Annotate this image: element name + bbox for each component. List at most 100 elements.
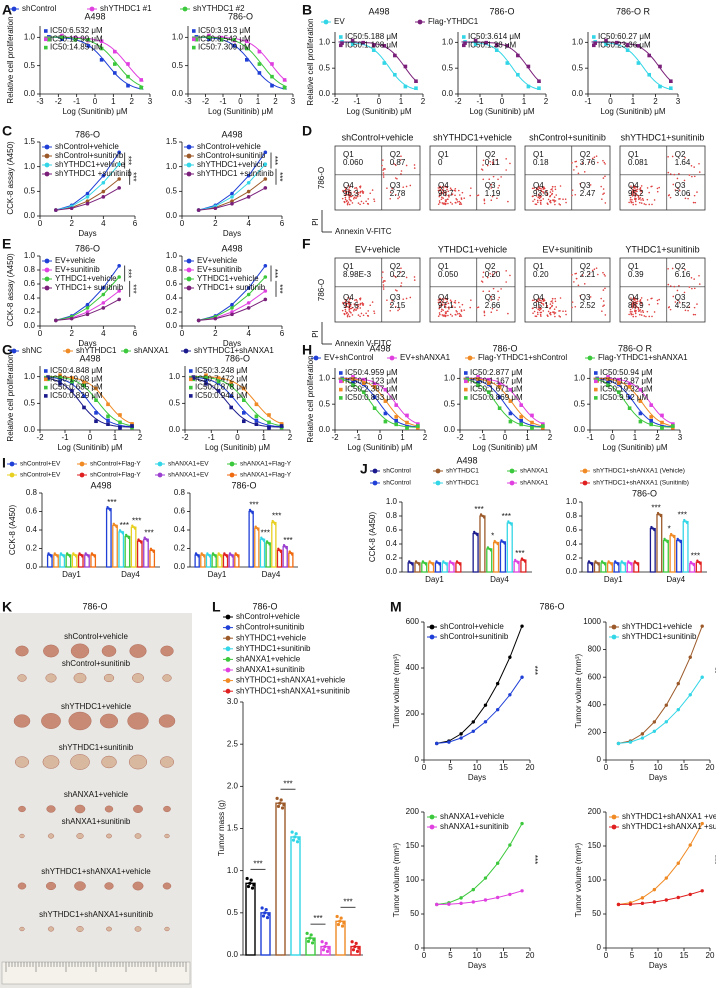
event-dot (439, 301, 441, 303)
plot-title: 786-O (632, 488, 657, 498)
significance: *** (474, 505, 483, 514)
event-dot (604, 314, 607, 316)
event-dot (384, 168, 386, 170)
replicate-dot (500, 539, 503, 542)
legend-marker (225, 635, 231, 641)
ic50-note: IC50:3.248 μM (195, 366, 248, 375)
event-dot (382, 281, 384, 283)
data-point (508, 419, 513, 424)
legend-label: EV+shANXA1 (400, 353, 451, 362)
legend-marker (186, 267, 192, 273)
replicate-dot (340, 924, 345, 928)
data-point (508, 655, 512, 659)
event-dot (438, 307, 441, 310)
event-dot (634, 305, 636, 307)
event-dot (446, 300, 448, 303)
event-dot (648, 303, 650, 306)
event-dot (593, 268, 596, 270)
data-point (371, 48, 376, 52)
y-tick-label: 0.5 (166, 186, 178, 195)
tumor (70, 643, 90, 659)
panel-letter: C (2, 123, 12, 139)
event-dot (439, 186, 442, 188)
replicate-dot (231, 555, 234, 558)
replicate-dot (206, 552, 209, 555)
replicate-dot (699, 562, 702, 565)
data-point (86, 44, 91, 48)
data-point (372, 395, 377, 400)
quadrant-name: Q4 (343, 181, 354, 190)
event-dot (344, 196, 347, 199)
event-dot (630, 191, 633, 194)
tumor (13, 714, 31, 728)
plot-frame (429, 257, 516, 323)
event-dot (492, 175, 495, 178)
event-dot (347, 184, 349, 187)
event-dot (551, 304, 554, 307)
event-dot (674, 301, 677, 303)
data-point (652, 900, 657, 904)
data-point (191, 376, 196, 380)
replicate-dot (285, 546, 288, 550)
x-tick-label: 20 (706, 951, 715, 960)
event-dot (445, 199, 448, 201)
tumor (74, 881, 86, 891)
ic50-note: IC50:3.614 μM (468, 32, 521, 41)
replicate-dot (517, 561, 520, 565)
data-point (671, 424, 675, 428)
event-dot (648, 191, 650, 194)
event-dot (534, 203, 537, 205)
event-dot (549, 306, 552, 309)
data-point (139, 78, 143, 82)
replicate-dot (81, 555, 84, 558)
event-dot (348, 302, 351, 305)
event-dot (373, 200, 376, 203)
event-dot (571, 189, 574, 191)
event-dot (603, 273, 606, 276)
data-point (117, 264, 121, 268)
significance: *** (124, 269, 133, 278)
replicate-dot (458, 563, 462, 566)
x-tick-label: Day1 (425, 575, 444, 584)
replicate-dot (597, 563, 600, 566)
event-dot (362, 202, 365, 205)
event-dot (559, 316, 562, 318)
tumor (159, 756, 175, 768)
data-point (106, 422, 110, 427)
x-axis-label: Log (Sunitinib) μM (205, 443, 270, 452)
event-dot (571, 162, 573, 164)
event-dot (684, 197, 687, 200)
event-dot (447, 190, 450, 193)
event-dot (396, 177, 398, 180)
event-dot (448, 194, 450, 196)
data-point (117, 297, 121, 302)
y-axis-label: Relative cell proliferation (6, 16, 15, 103)
event-dot (671, 155, 674, 158)
data-point (617, 381, 621, 385)
tumor (101, 645, 117, 657)
event-dot (602, 300, 605, 302)
event-dot (491, 275, 494, 277)
event-dot (602, 177, 605, 179)
event-dot (546, 192, 548, 195)
data-point (700, 821, 704, 826)
event-dot (532, 312, 534, 314)
event-dot (602, 193, 604, 196)
replicate-dot (234, 552, 237, 555)
event-dot (554, 203, 556, 206)
event-dot (477, 194, 480, 196)
group-label: shYTHDC1+sunitinib (59, 743, 134, 752)
data-point (495, 707, 500, 712)
replicate-dot (106, 506, 109, 509)
x-tick-label: Day4 (490, 575, 509, 584)
x-tick-label: 2 (423, 433, 428, 442)
bar (143, 538, 149, 568)
event-dot (634, 310, 636, 313)
legend-label: shANXA1 (520, 480, 549, 487)
data-point (245, 46, 249, 51)
significance: *** (107, 498, 116, 507)
data-point (649, 403, 653, 407)
legend-label: shYTHDC1 (76, 346, 117, 355)
event-dot (635, 203, 637, 206)
quadrant-value: 93.6 (533, 189, 549, 198)
